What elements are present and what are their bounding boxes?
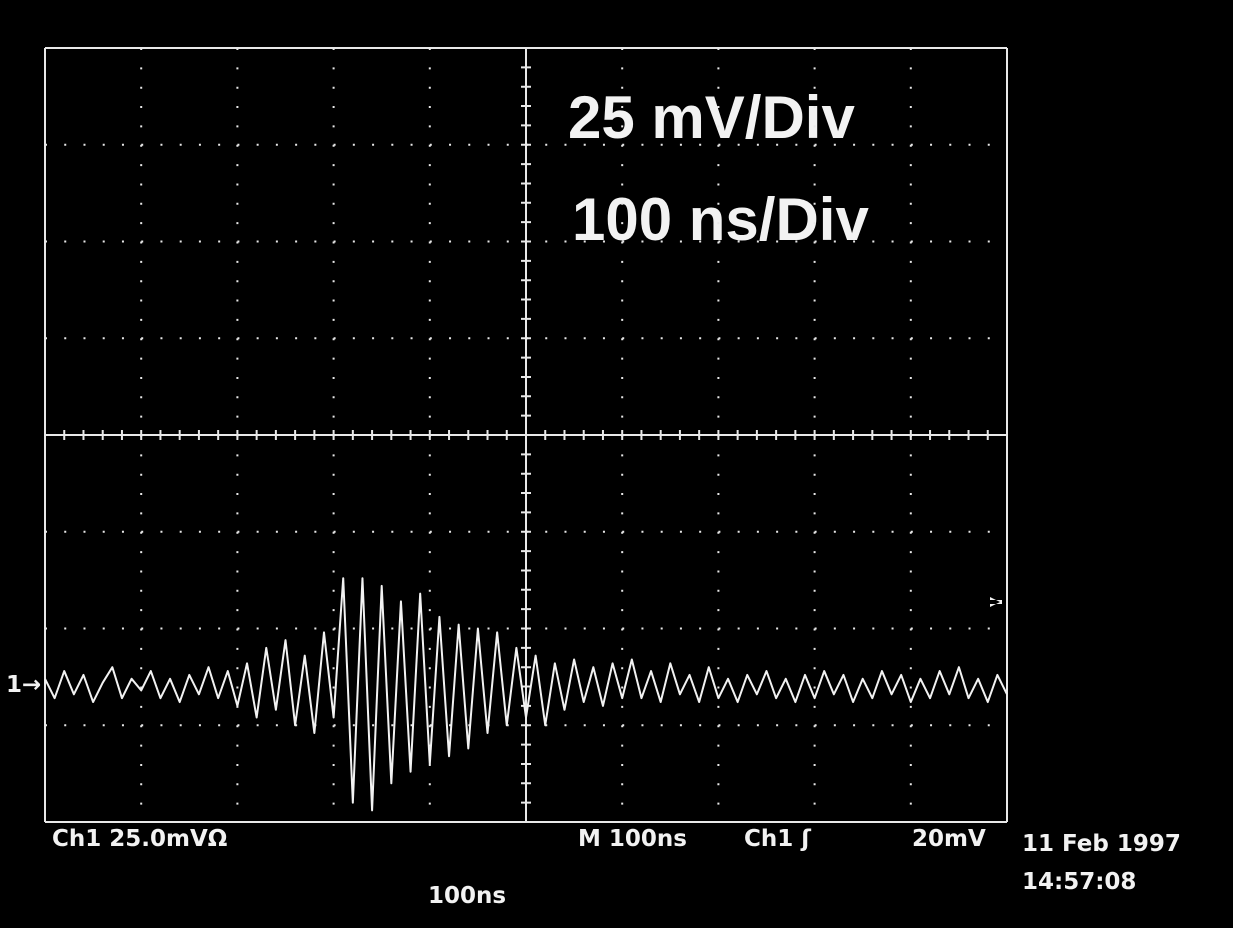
annotation: 25 mV/Div [568, 84, 855, 151]
delay-readout: 100ns [428, 883, 506, 909]
date: 11 Feb 1997 [1022, 831, 1181, 857]
minor-ticks [63, 66, 989, 804]
annotation: 100 ns/Div [572, 186, 869, 253]
trigger-level-arrow [990, 597, 1002, 607]
trigger-level: 20mV [912, 826, 986, 852]
channel-readout: Ch1 25.0mVΩ [52, 826, 227, 852]
time: 14:57:08 [1022, 869, 1136, 895]
waveform [44, 577, 1008, 812]
timebase-readout: M 100ns [578, 826, 687, 852]
channel-marker: 1→ [6, 672, 41, 698]
trigger-readout: Ch1 ʃ [744, 826, 811, 852]
